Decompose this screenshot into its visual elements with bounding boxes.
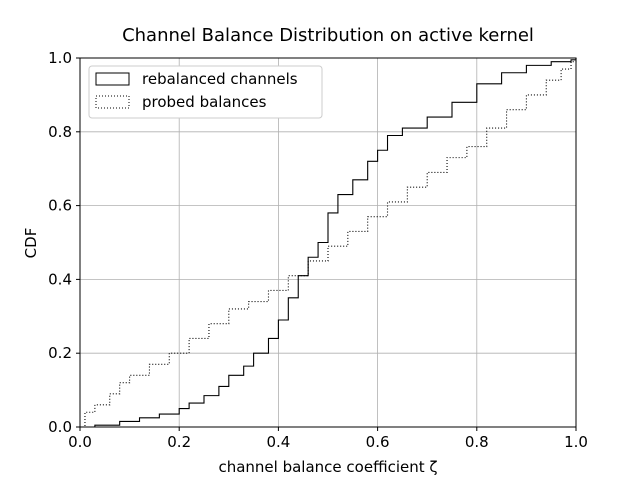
legend: rebalanced channels probed balances bbox=[88, 65, 323, 119]
legend-box bbox=[88, 65, 323, 119]
y-tick-label: 0.6 bbox=[48, 197, 72, 215]
y-tick-label: 1.0 bbox=[48, 49, 72, 67]
legend-label-rebalanced: rebalanced channels bbox=[142, 70, 298, 88]
series-line-probed-balances bbox=[80, 58, 577, 428]
x-tick-label: 0.6 bbox=[366, 433, 390, 451]
x-tick-label: 0.8 bbox=[465, 433, 489, 451]
chart-title: Channel Balance Distribution on active k… bbox=[122, 25, 534, 46]
legend-swatch-probed bbox=[95, 95, 130, 109]
legend-swatch-rebalanced bbox=[95, 72, 130, 86]
x-tick-label: 0.0 bbox=[68, 433, 92, 451]
y-axis-label: CDF bbox=[22, 228, 40, 259]
axis-ticks: 0.0 0.2 0.4 0.6 0.8 1.0 0.0 0.2 0.4 0.6 0.8 1.0 bbox=[48, 49, 588, 451]
y-tick-label: 0.4 bbox=[48, 270, 72, 288]
x-tick-label: 0.4 bbox=[266, 433, 290, 451]
y-tick-label: 0.2 bbox=[48, 344, 72, 362]
x-tick-label: 1.0 bbox=[564, 433, 588, 451]
plot-area-frame bbox=[79, 57, 577, 428]
series-line-rebalanced-channels bbox=[80, 58, 577, 428]
x-axis-label: channel balance coefficient ζ bbox=[218, 458, 437, 476]
series-lines bbox=[80, 58, 577, 428]
y-tick-label: 0.8 bbox=[48, 123, 72, 141]
legend-label-probed: probed balances bbox=[142, 93, 267, 111]
y-tick-label: 0.0 bbox=[48, 418, 72, 436]
x-tick-label: 0.2 bbox=[167, 433, 191, 451]
